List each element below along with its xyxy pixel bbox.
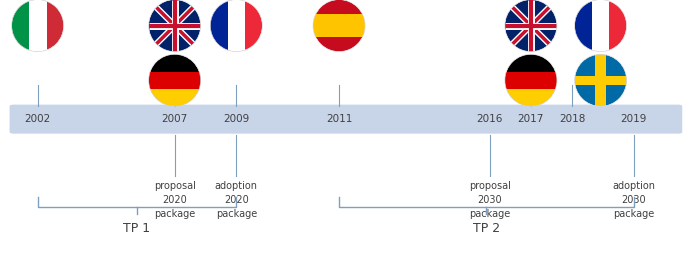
Text: TP 1: TP 1 [123, 222, 151, 235]
Text: TP 2: TP 2 [473, 222, 500, 235]
Text: 2016: 2016 [477, 114, 503, 124]
Ellipse shape [210, 0, 262, 52]
Ellipse shape [575, 54, 627, 106]
Bar [313, 14, 365, 37]
Bar [595, 54, 606, 106]
Text: adoption
2020
package: adoption 2020 package [215, 181, 258, 219]
Text: 2009: 2009 [223, 114, 249, 124]
Text: 2019: 2019 [621, 114, 647, 124]
Text: 2018: 2018 [559, 114, 585, 124]
Bar [575, 0, 610, 52]
Ellipse shape [505, 0, 557, 52]
Bar [210, 0, 227, 52]
Text: proposal
2030
package: proposal 2030 package [469, 181, 511, 219]
Text: 2007: 2007 [162, 114, 188, 124]
Ellipse shape [149, 54, 201, 106]
Bar [12, 0, 47, 52]
Ellipse shape [12, 0, 64, 52]
Bar [505, 89, 557, 106]
Bar [575, 76, 627, 85]
Ellipse shape [505, 54, 557, 106]
Text: 2011: 2011 [326, 114, 352, 124]
Text: 2017: 2017 [518, 114, 544, 124]
Ellipse shape [149, 0, 201, 52]
Text: proposal
2020
package: proposal 2020 package [153, 181, 196, 219]
Bar [149, 72, 201, 89]
Bar [575, 0, 592, 52]
Bar [505, 72, 557, 89]
Bar [149, 89, 201, 106]
Bar [12, 0, 29, 52]
FancyBboxPatch shape [10, 105, 682, 134]
Text: 2002: 2002 [25, 114, 51, 124]
Ellipse shape [575, 0, 627, 52]
Text: adoption
2030
package: adoption 2030 package [612, 181, 655, 219]
Ellipse shape [313, 0, 365, 52]
Bar [210, 0, 245, 52]
